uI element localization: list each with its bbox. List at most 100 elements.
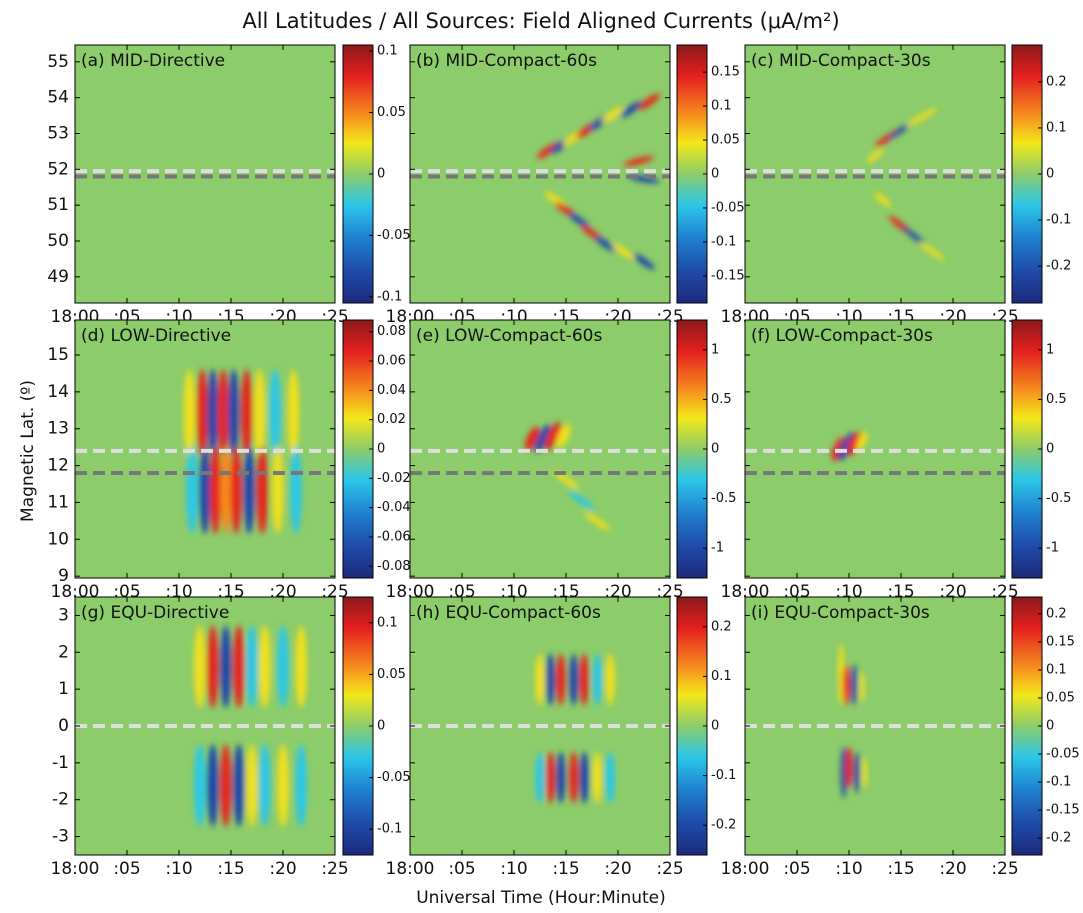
colorbar-tick-label: -0.2	[711, 818, 736, 833]
colorbar-tick-label: -1	[711, 541, 724, 556]
panel-title: (a) MID-Directive	[81, 51, 225, 71]
colorbar-tick-label: 0.1	[377, 615, 398, 630]
colorbar	[1011, 319, 1043, 579]
field-blob	[840, 746, 847, 799]
field-blob	[569, 751, 579, 804]
x-tick-label: :25	[991, 859, 1018, 879]
field-blob	[199, 446, 211, 535]
colorbar-tick-label: -0.02	[377, 471, 411, 486]
colorbar	[676, 596, 708, 856]
colorbar	[676, 319, 708, 579]
colorbar-tick-label: 0.2	[711, 619, 732, 634]
panel: (d) LOW-Directive910111213141518:00:05:1…	[47, 319, 411, 602]
colorbar-tick-label: -0.1	[711, 234, 736, 249]
field-blob	[545, 751, 556, 804]
field-blob	[272, 446, 284, 535]
colorbar-tick-label: 0.05	[377, 105, 406, 120]
panel: (c) MID-Compact-30s18:00:05:10:15:20:25-…	[721, 44, 1071, 327]
field-blob	[862, 756, 868, 788]
field-blob	[545, 653, 556, 706]
y-tick-label: 9	[58, 566, 69, 586]
panel: (a) MID-Directive4950515253545518:00:05:…	[47, 44, 410, 327]
colorbar-tick-label: 0	[1046, 442, 1054, 457]
colorbar-tick-label: 0.1	[1046, 120, 1067, 135]
colorbar-tick-label: -0.5	[1046, 491, 1071, 506]
colorbar-tick-label: -0.2	[1046, 831, 1071, 846]
field-blob	[579, 653, 589, 706]
field-blob	[556, 653, 566, 706]
x-tick-label: :25	[321, 859, 348, 879]
field-pattern	[866, 107, 946, 261]
field-blob	[853, 751, 860, 794]
colorbar-tick-label: 0	[1046, 167, 1054, 182]
colorbar-tick-label: 0.04	[377, 383, 406, 398]
colorbar-tick-label: 0	[377, 442, 385, 457]
panel-title: (h) EQU-Compact-60s	[416, 603, 601, 623]
field-pattern	[194, 625, 307, 827]
heatmap-background	[410, 45, 670, 303]
y-tick-label: 13	[47, 419, 69, 439]
figure-title: All Latitudes / All Sources: Field Align…	[242, 9, 839, 33]
field-blob	[259, 625, 271, 708]
field-blob	[556, 424, 571, 448]
field-blob	[209, 446, 222, 535]
x-tick-label: :10	[500, 859, 527, 879]
colorbar-tick-label: 1	[1046, 342, 1054, 357]
field-blob	[220, 625, 232, 708]
colorbar-tick-label: -0.15	[711, 268, 745, 283]
field-blob	[290, 446, 302, 535]
x-tick-label: :15	[217, 859, 244, 879]
colorbar-tick-label: -0.06	[377, 529, 411, 544]
y-tick-label: 11	[47, 492, 69, 512]
field-blob	[919, 242, 946, 261]
field-blob	[217, 369, 229, 457]
colorbar-tick-label: -0.5	[711, 491, 736, 506]
field-blob	[230, 446, 242, 535]
field-blob	[194, 625, 206, 708]
field-blob	[246, 625, 258, 708]
colorbar-tick-label: -0.08	[377, 559, 411, 574]
colorbar-tick-label: -0.15	[1046, 803, 1080, 818]
panel-title: (e) LOW-Compact-60s	[416, 326, 602, 346]
colorbar-tick-label: -0.1	[1046, 775, 1071, 790]
colorbar-tick-label: -0.1	[1046, 213, 1071, 228]
field-blob	[569, 653, 579, 706]
field-pattern	[183, 369, 302, 535]
x-tick-label: :20	[939, 859, 966, 879]
field-blob	[845, 746, 853, 788]
field-blob	[536, 142, 559, 159]
field-blob	[233, 625, 245, 708]
x-tick-label: 18:00	[721, 859, 770, 879]
x-tick-label: :10	[165, 859, 192, 879]
field-blob	[207, 625, 219, 708]
y-tick-label: 2	[58, 642, 69, 662]
panel-title: (i) EQU-Compact-30s	[751, 603, 930, 623]
field-blob	[856, 431, 868, 451]
field-blob	[866, 148, 884, 164]
panel: (i) EQU-Compact-30s 18:00:05:10:15:20:25 -…	[721, 596, 1080, 879]
field-blob	[901, 226, 927, 246]
y-tick-label: 10	[47, 529, 69, 549]
x-tick-label: :15	[552, 859, 579, 879]
field-blob	[838, 432, 855, 461]
field-blob	[287, 369, 300, 457]
colorbar-tick-label: 0.05	[1046, 690, 1075, 705]
field-blob	[220, 446, 232, 535]
field-blob	[295, 625, 307, 708]
colorbar-tick-label: -0.2	[1046, 259, 1071, 274]
panel-title: (f) LOW-Compact-30s	[751, 326, 933, 346]
x-tick-label: :05	[113, 859, 140, 879]
colorbar-tick-label: 0	[377, 167, 385, 182]
colorbar-tick-label: -0.1	[377, 822, 402, 837]
field-blob	[874, 192, 892, 207]
field-blob	[846, 431, 862, 456]
colorbar	[1011, 44, 1043, 304]
y-tick-label: 14	[47, 382, 69, 402]
y-tick-label: 55	[47, 52, 69, 72]
colorbar-tick-label: -0.05	[377, 770, 411, 785]
colorbar-tick-label: 0	[377, 719, 385, 734]
field-pattern	[838, 643, 868, 799]
colorbar-tick-label: 0	[711, 442, 719, 457]
field-pattern	[535, 653, 615, 804]
panel: (b) MID-Compact-60s18:00:05:10:15:20:25-…	[386, 44, 745, 327]
